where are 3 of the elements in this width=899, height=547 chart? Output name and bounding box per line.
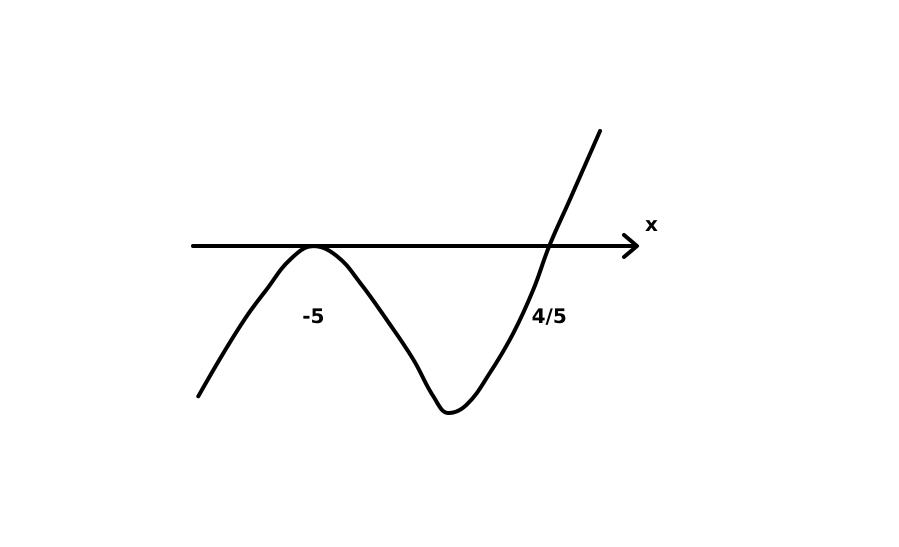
x-axis-title: x xyxy=(645,212,658,236)
x-tick-label: -5 xyxy=(302,304,324,328)
x-tick-label: 4/5 xyxy=(532,304,567,328)
